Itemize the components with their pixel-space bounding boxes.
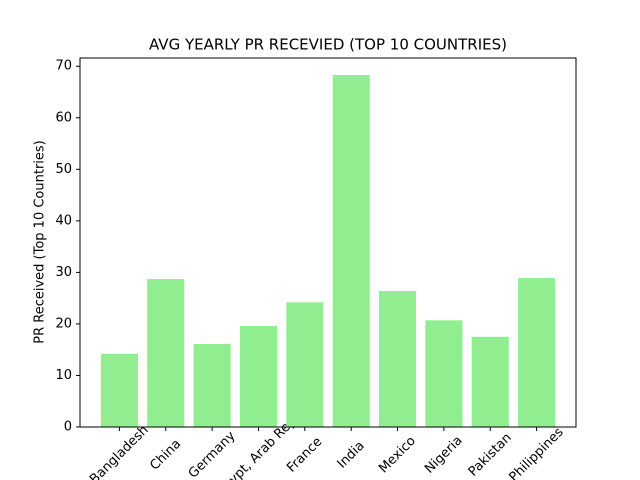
bar (286, 302, 324, 427)
y-tick-label: 0 (64, 420, 72, 435)
bar (332, 75, 370, 427)
chart-title: AVG YEARLY PR RECEVIED (TOP 10 COUNTRIES… (149, 36, 507, 54)
y-tick-label: 10 (55, 368, 72, 383)
x-tick-label: Bangladesh (87, 423, 152, 480)
y-tick-label: 70 (55, 59, 72, 74)
x-tick-label: China (147, 437, 184, 474)
x-tick-label: France (284, 434, 325, 475)
x-tick-label: India (335, 438, 368, 471)
bar (239, 325, 278, 427)
y-tick-label: 20 (55, 316, 72, 331)
bar (147, 279, 185, 427)
y-tick-label: 60 (55, 110, 72, 125)
x-tick-label: Mexico (376, 434, 419, 477)
plot-frame (79, 57, 577, 428)
y-tick-label: 50 (55, 162, 72, 177)
bar (425, 320, 463, 427)
bar (193, 344, 231, 427)
x-tick-label: Nigeria (422, 433, 465, 476)
y-axis-label: PR Received (Top 10 Countries) (33, 140, 48, 344)
y-tick-label: 40 (55, 213, 72, 228)
y-tick-label: 30 (55, 265, 72, 280)
bar (518, 278, 556, 427)
bar (100, 353, 138, 427)
bar (378, 290, 417, 427)
bar (471, 336, 509, 427)
x-tick-label: Philippines (507, 425, 567, 480)
